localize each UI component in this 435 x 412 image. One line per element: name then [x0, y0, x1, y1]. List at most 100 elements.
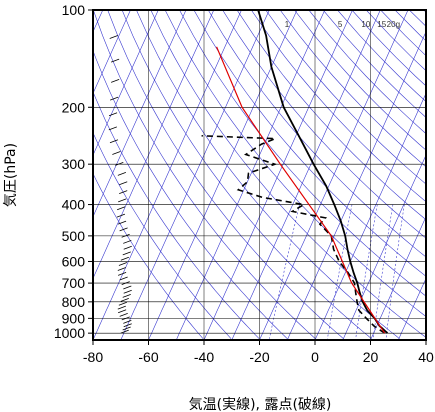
x-axis-title: 気温(実線), 露点(破線): [189, 397, 332, 412]
wind-barb: [118, 198, 127, 203]
mixing-ratio-labels: 1 5 10 15 20g: [285, 20, 400, 29]
mixing-ratio-label: 20g: [387, 20, 400, 29]
dry-adiabat-line: [93, 10, 316, 339]
wind-barb: [121, 233, 130, 238]
wind-barb: [116, 206, 126, 211]
isotherm-line: [342, 154, 426, 340]
x-tick-label: -60: [138, 349, 158, 365]
y-tick-label: 400: [62, 197, 86, 213]
isotherm-line: [287, 31, 426, 340]
mixing-ratio-label: 5: [338, 20, 343, 29]
mixing-ratio-label: 15: [377, 20, 386, 29]
isotherm-line: [93, 10, 187, 218]
mixing-ratio-line: [269, 204, 300, 339]
isotherm-line: [93, 10, 159, 156]
isotherm-line: [259, 10, 409, 340]
wind-barb: [109, 35, 118, 39]
isotherm-line: [203, 10, 353, 340]
x-tick-label: 40: [418, 349, 434, 365]
dry-adiabat-line: [265, 10, 426, 185]
dry-adiabat-line: [251, 10, 426, 203]
y-axis-title: 気圧(hPa): [3, 143, 19, 207]
wind-barb: [120, 256, 129, 261]
y-tick-label: 600: [62, 253, 86, 269]
series-line-1: [257, 10, 389, 334]
mixing-ratio-line: [355, 204, 378, 339]
wind-barbs: [108, 35, 132, 334]
y-tick-label: 800: [62, 294, 86, 310]
wind-barb: [112, 151, 121, 155]
x-tick-label: 20: [363, 349, 379, 365]
x-tick-label: -20: [249, 349, 269, 365]
isotherm-line: [120, 10, 270, 340]
y-tick-label: 1000: [54, 325, 85, 341]
y-tick-label: 500: [62, 228, 86, 244]
wind-barb: [121, 316, 130, 321]
wind-barb: [122, 294, 131, 298]
wind-barb: [116, 213, 126, 218]
wind-barb: [109, 139, 119, 144]
series-line-2: [201, 135, 386, 334]
wind-barb: [122, 326, 131, 331]
wind-barb: [117, 309, 127, 314]
wind-barb: [115, 161, 124, 166]
mixing-ratio-line: [385, 204, 405, 339]
dry-adiabat-line: [294, 10, 426, 151]
isotherm-line: [176, 10, 326, 340]
isotherm-line: [231, 10, 381, 340]
dry-adiabat-line: [207, 10, 426, 258]
isotherm-line: [398, 277, 426, 340]
wind-barb: [119, 276, 128, 281]
wind-barb: [123, 319, 132, 324]
wind-barb: [120, 329, 129, 334]
dry-adiabat-line: [164, 10, 426, 317]
wind-barb: [117, 271, 127, 276]
mixing-ratio-label: 10: [361, 20, 370, 29]
wind-barb: [120, 298, 129, 302]
y-tick-label: 200: [62, 99, 86, 115]
wind-barb: [119, 227, 128, 232]
grid-layer: [93, 10, 426, 340]
series-layer: [201, 10, 389, 334]
wind-barb: [123, 323, 132, 328]
wind-barb: [118, 262, 128, 266]
dry-adiabat-line: [322, 10, 426, 118]
mixing-ratio-line: [372, 204, 394, 339]
wind-barb: [119, 313, 128, 317]
wind-barb: [122, 251, 131, 256]
wind-barb: [123, 285, 132, 290]
wind-barb: [119, 190, 128, 194]
dry-adiabat-line: [150, 10, 426, 338]
x-tick-label: 0: [311, 349, 319, 365]
wind-barb: [110, 58, 120, 63]
dry-adiabat-line: [93, 49, 288, 339]
wind-barb: [108, 126, 117, 131]
isotherm-line: [370, 215, 426, 340]
dry-adiabat-line: [279, 10, 426, 168]
x-tick-label: -80: [83, 349, 103, 365]
isotherm-line: [148, 10, 298, 340]
dry-adiabat-line: [93, 132, 232, 339]
dry-adiabat-line: [236, 10, 426, 221]
dry-adiabat-line: [365, 10, 426, 72]
wind-barb: [108, 112, 118, 117]
wind-barb: [110, 96, 119, 101]
dry-adiabat-line: [93, 172, 204, 339]
wind-barb: [117, 220, 127, 225]
wind-barb: [123, 245, 132, 250]
dry-adiabat-line: [222, 10, 426, 239]
wind-barb: [117, 305, 126, 310]
mixing-ratio-label: 1: [285, 20, 290, 29]
y-tick-label: 300: [62, 156, 86, 172]
wind-barb: [119, 181, 128, 186]
isotherm-line: [93, 10, 242, 340]
wind-barb: [117, 172, 127, 176]
y-tick-label: 700: [62, 275, 86, 291]
dry-adiabat-line: [409, 10, 426, 27]
dry-adiabat-line: [107, 10, 344, 339]
dry-adiabat-line: [121, 10, 372, 339]
series-line-3: [216, 46, 386, 334]
